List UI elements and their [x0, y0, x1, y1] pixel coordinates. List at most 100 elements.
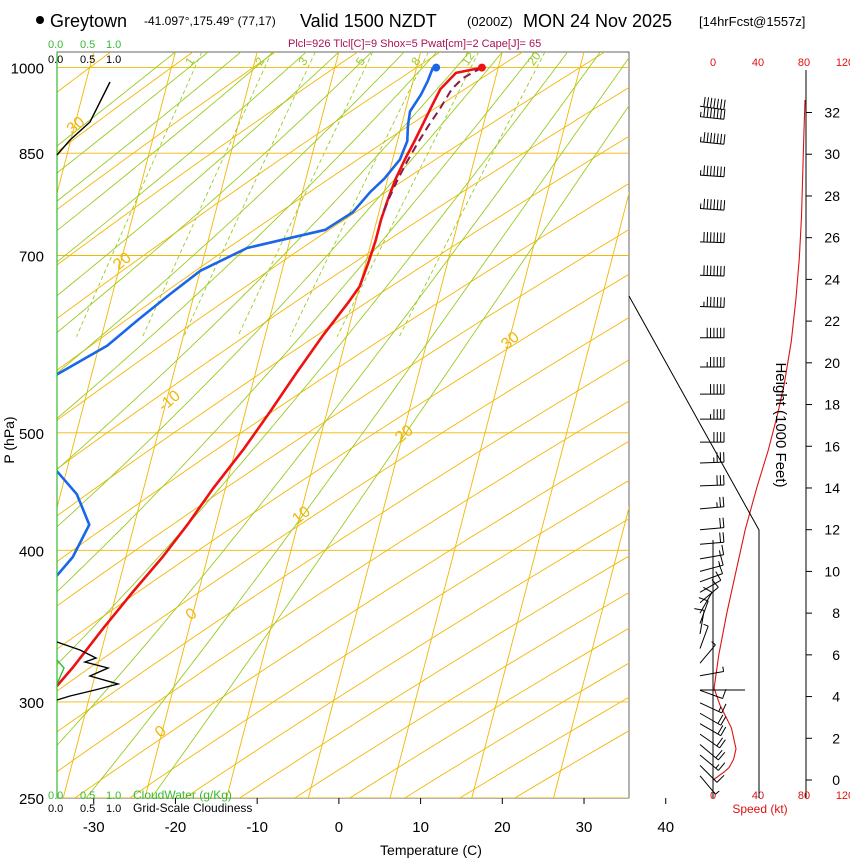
barb-flag: [716, 774, 725, 783]
barb-flag: [718, 762, 726, 771]
height-tick-label: 8: [832, 605, 840, 621]
moist-adiabat-line: [57, 52, 372, 334]
dry-adiabat-line: [57, 52, 523, 371]
barb-flag: [713, 166, 716, 177]
barb-staff: [699, 702, 722, 714]
speed-tick-bottom: 80: [798, 790, 810, 802]
x-tick-label: -30: [83, 819, 105, 836]
barb-flag: [703, 96, 706, 107]
barb-flag: [723, 99, 726, 110]
wind-barb: [699, 744, 726, 761]
barb-staff: [699, 733, 720, 749]
parcel-params: Plcl=926 Tlcl[C]=9 Shox=5 Pwat[cm]=2 Cap…: [288, 38, 541, 50]
barb-staff: [699, 527, 724, 531]
mixing-ratio-line: [76, 52, 203, 337]
surface-markers: [432, 63, 486, 72]
barb-flag: [719, 497, 722, 508]
moist-adiabat-line: [57, 52, 601, 747]
wind-speed-line: [712, 99, 806, 781]
barb-flag: [706, 165, 709, 176]
barb-staff: [699, 671, 724, 677]
wind-barb: [699, 754, 726, 771]
height-tick-label: 32: [824, 105, 840, 121]
barb-flag: [703, 586, 713, 593]
isotherm-line: [307, 52, 503, 798]
wind-barb: [699, 702, 727, 714]
wind-barb: [699, 723, 727, 737]
height-tick-label: 10: [824, 563, 840, 579]
height-tick-label: 4: [832, 689, 840, 705]
axes: 250 300 400 500 700 850 1000 -30 -20 -10 0 10 20 30 40: [11, 61, 674, 836]
pressure-label: 700: [19, 249, 44, 266]
barb-flag: [706, 107, 709, 118]
barb-flag: [722, 666, 725, 672]
barb-flag: [723, 134, 726, 145]
barb-flag: [716, 166, 719, 177]
barb-flag: [710, 132, 713, 143]
dry-adiabat-line: [57, 52, 276, 211]
wind-barb: [700, 327, 725, 339]
barb-staff: [699, 744, 719, 761]
barb-flag: [713, 133, 716, 144]
barb-staff: [699, 116, 724, 120]
speed-tick-bottom: 40: [752, 790, 764, 802]
wind-barb: [699, 517, 725, 531]
x-axis-title: Temperature (C): [380, 842, 482, 858]
barb-flag: [723, 109, 726, 120]
barb-flag: [716, 737, 724, 747]
height-tick-label: 22: [824, 313, 840, 329]
barb-staff: [699, 461, 725, 464]
moist-adiabat-line: [57, 52, 340, 297]
wind-barb: [699, 265, 725, 277]
height-tick-label: 12: [824, 522, 840, 538]
pressure-label: 850: [19, 146, 44, 163]
wind-barb: [699, 733, 726, 749]
surface-temperature: [477, 63, 486, 72]
pressure-label: 250: [19, 791, 44, 808]
barb-flag: [715, 571, 722, 581]
moist-adiabat-line: [57, 52, 274, 232]
wind-barb: [699, 775, 720, 795]
cloud-water-tick-bottom: 0.5: [80, 790, 95, 802]
barb-flag: [715, 790, 720, 795]
wind-barb: [699, 586, 713, 614]
cloudiness-label: Grid-Scale Cloudiness: [133, 801, 252, 815]
isotherm-line: [226, 52, 422, 798]
barb-flag: [716, 98, 719, 109]
moist-adiabat-line: [57, 52, 470, 470]
barb-staff: [699, 207, 724, 211]
dry-adiabat-line: [57, 317, 629, 692]
wind-barb: [699, 555, 724, 572]
barb-flag: [718, 561, 721, 567]
barb-staff: [699, 600, 709, 624]
barb-flag: [694, 608, 705, 611]
pressure-label: 400: [19, 543, 44, 560]
station-name: Greytown: [50, 11, 127, 31]
dry-adiabat-line: [74, 440, 629, 798]
dry-adiabat-line: [57, 52, 606, 421]
wind-barb: [699, 107, 726, 120]
cloudiness-tick-top: 0.0: [48, 54, 63, 66]
speed-tick-top: 0: [710, 57, 716, 69]
cloud-water-tick-top: 0.5: [80, 39, 95, 51]
barb-staff: [699, 484, 725, 487]
dry-adiabat-line: [57, 52, 194, 153]
x-tick-label: 40: [657, 819, 674, 836]
barb-staff: [699, 625, 709, 649]
barb-flag: [703, 623, 709, 627]
barb-staff: [699, 541, 724, 545]
height-tick-label: 0: [832, 772, 840, 788]
barb-flag: [706, 132, 709, 143]
temperature-line: [57, 66, 483, 688]
cloudiness-tick-bottom: 0.0: [48, 803, 63, 815]
dry-adiabat-line: [57, 400, 629, 773]
moist-adiabat-line: [57, 52, 536, 593]
barb-flag: [706, 198, 709, 210]
dry-adiabat-line: [57, 359, 629, 733]
barb-staff: [699, 579, 722, 593]
wind-barb: [699, 564, 724, 583]
barb-flag: [716, 108, 719, 119]
speed-tick-bottom: 120: [836, 790, 850, 802]
barb-flag: [703, 132, 706, 143]
barb-flag: [713, 98, 716, 109]
